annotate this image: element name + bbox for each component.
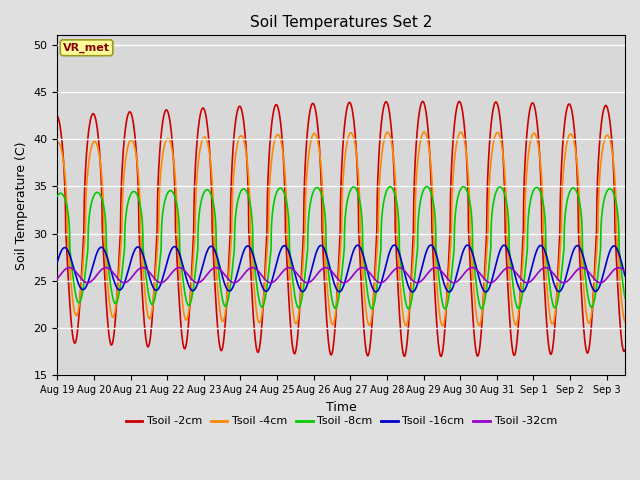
Tsoil -2cm — [54, 113, 61, 119]
Line: Tsoil -32cm: Tsoil -32cm — [58, 267, 625, 283]
Tsoil -8cm — [118, 268, 126, 274]
Tsoil -8cm — [549, 302, 557, 308]
Tsoil -32cm — [296, 275, 304, 280]
Tsoil -16cm — [445, 289, 453, 295]
Tsoil -4cm — [54, 140, 61, 145]
Tsoil -16cm — [54, 259, 61, 264]
Line: Tsoil -4cm: Tsoil -4cm — [58, 132, 625, 326]
Tsoil -8cm — [441, 306, 449, 312]
Tsoil -16cm — [118, 285, 126, 291]
Tsoil -4cm — [549, 321, 557, 326]
Tsoil -4cm — [152, 268, 159, 274]
Tsoil -32cm — [271, 277, 279, 283]
Tsoil -32cm — [413, 280, 421, 286]
Line: Tsoil -2cm: Tsoil -2cm — [58, 101, 625, 356]
Legend: Tsoil -2cm, Tsoil -4cm, Tsoil -8cm, Tsoil -16cm, Tsoil -32cm: Tsoil -2cm, Tsoil -4cm, Tsoil -8cm, Tsoi… — [121, 412, 561, 431]
Tsoil -4cm — [438, 323, 446, 329]
Tsoil -16cm — [152, 288, 159, 293]
Tsoil -8cm — [296, 304, 303, 310]
Tsoil -32cm — [152, 277, 160, 283]
Tsoil -2cm — [611, 183, 618, 189]
Tsoil -8cm — [152, 290, 159, 296]
Tsoil -8cm — [621, 295, 629, 301]
X-axis label: Time: Time — [326, 400, 356, 413]
Tsoil -2cm — [621, 347, 629, 353]
Tsoil -2cm — [271, 103, 279, 109]
Tsoil -16cm — [427, 242, 435, 248]
Tsoil -4cm — [296, 302, 303, 308]
Tsoil -32cm — [65, 264, 73, 270]
Tsoil -8cm — [271, 194, 279, 200]
Tsoil -32cm — [621, 269, 629, 275]
Tsoil -32cm — [118, 279, 126, 285]
Tsoil -4cm — [271, 136, 279, 142]
Tsoil -2cm — [419, 98, 426, 104]
Tsoil -32cm — [54, 276, 61, 281]
Tsoil -2cm — [296, 305, 303, 311]
Tsoil -32cm — [611, 267, 618, 273]
Tsoil -2cm — [152, 253, 159, 259]
Tsoil -16cm — [621, 273, 629, 279]
Line: Tsoil -16cm: Tsoil -16cm — [58, 245, 625, 292]
Tsoil -2cm — [549, 342, 557, 348]
Tsoil -4cm — [611, 167, 618, 173]
Tsoil -32cm — [549, 270, 557, 276]
Tsoil -2cm — [437, 353, 445, 359]
Y-axis label: Soil Temperature (C): Soil Temperature (C) — [15, 141, 28, 270]
Tsoil -4cm — [621, 319, 629, 324]
Title: Soil Temperatures Set 2: Soil Temperatures Set 2 — [250, 15, 433, 30]
Line: Tsoil -8cm: Tsoil -8cm — [58, 187, 625, 309]
Text: VR_met: VR_met — [63, 43, 110, 53]
Tsoil -8cm — [54, 193, 61, 199]
Tsoil -2cm — [118, 166, 126, 172]
Tsoil -4cm — [420, 129, 428, 135]
Tsoil -8cm — [611, 192, 618, 198]
Tsoil -8cm — [423, 184, 431, 190]
Tsoil -4cm — [118, 212, 126, 217]
Tsoil -16cm — [296, 286, 303, 291]
Tsoil -16cm — [549, 278, 557, 284]
Tsoil -16cm — [271, 266, 279, 272]
Tsoil -16cm — [611, 243, 618, 249]
